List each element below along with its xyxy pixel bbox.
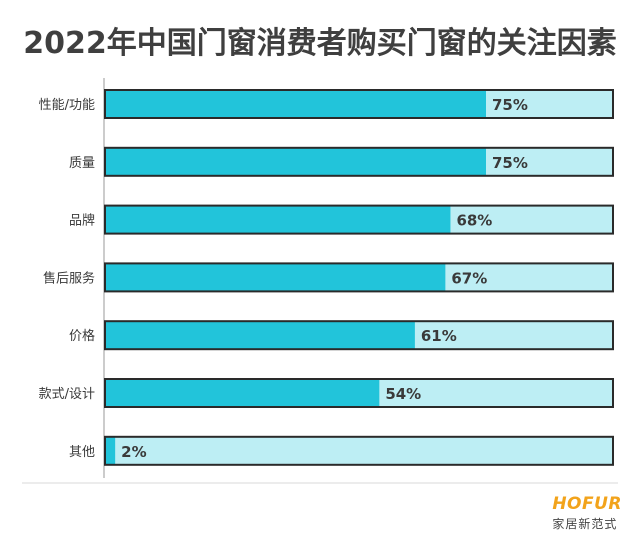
value-label: 75% [492, 96, 528, 114]
value-label: 61% [421, 327, 457, 345]
bar-outline [104, 320, 614, 351]
value-label: 75% [492, 154, 528, 172]
bar [105, 379, 380, 407]
value-label: 54% [385, 385, 421, 403]
logo-wordmark: HOFUR [552, 494, 622, 514]
bar [105, 263, 446, 292]
category-label: 款式/设计 [39, 387, 95, 402]
bar [105, 321, 415, 350]
bar [105, 205, 451, 234]
chart-title: 2022年中国门窗消费者购买门窗的关注因素 [23, 26, 617, 61]
bar-outline [104, 435, 614, 466]
value-label: 67% [451, 269, 487, 287]
category-label: 售后服务 [43, 270, 95, 286]
bar-track [105, 436, 613, 465]
bar [105, 90, 486, 118]
category-label: 其他 [69, 445, 95, 460]
category-label: 品牌 [69, 213, 95, 229]
category-label: 质量 [69, 156, 95, 171]
value-label: 2% [121, 443, 146, 461]
bar [105, 436, 116, 465]
bar-outline [104, 146, 614, 177]
bar-outline [104, 262, 614, 293]
category-label: 性能/功能 [39, 98, 95, 113]
category-label: 价格 [69, 328, 95, 344]
value-label: 68% [456, 212, 492, 230]
brand-logo: HOFUR 家居新范式 [552, 494, 622, 532]
bar-outline [104, 204, 614, 235]
bar [105, 147, 486, 176]
logo-tagline: 家居新范式 [552, 517, 618, 531]
bar-outline [104, 89, 614, 119]
bar-outline [104, 378, 614, 408]
